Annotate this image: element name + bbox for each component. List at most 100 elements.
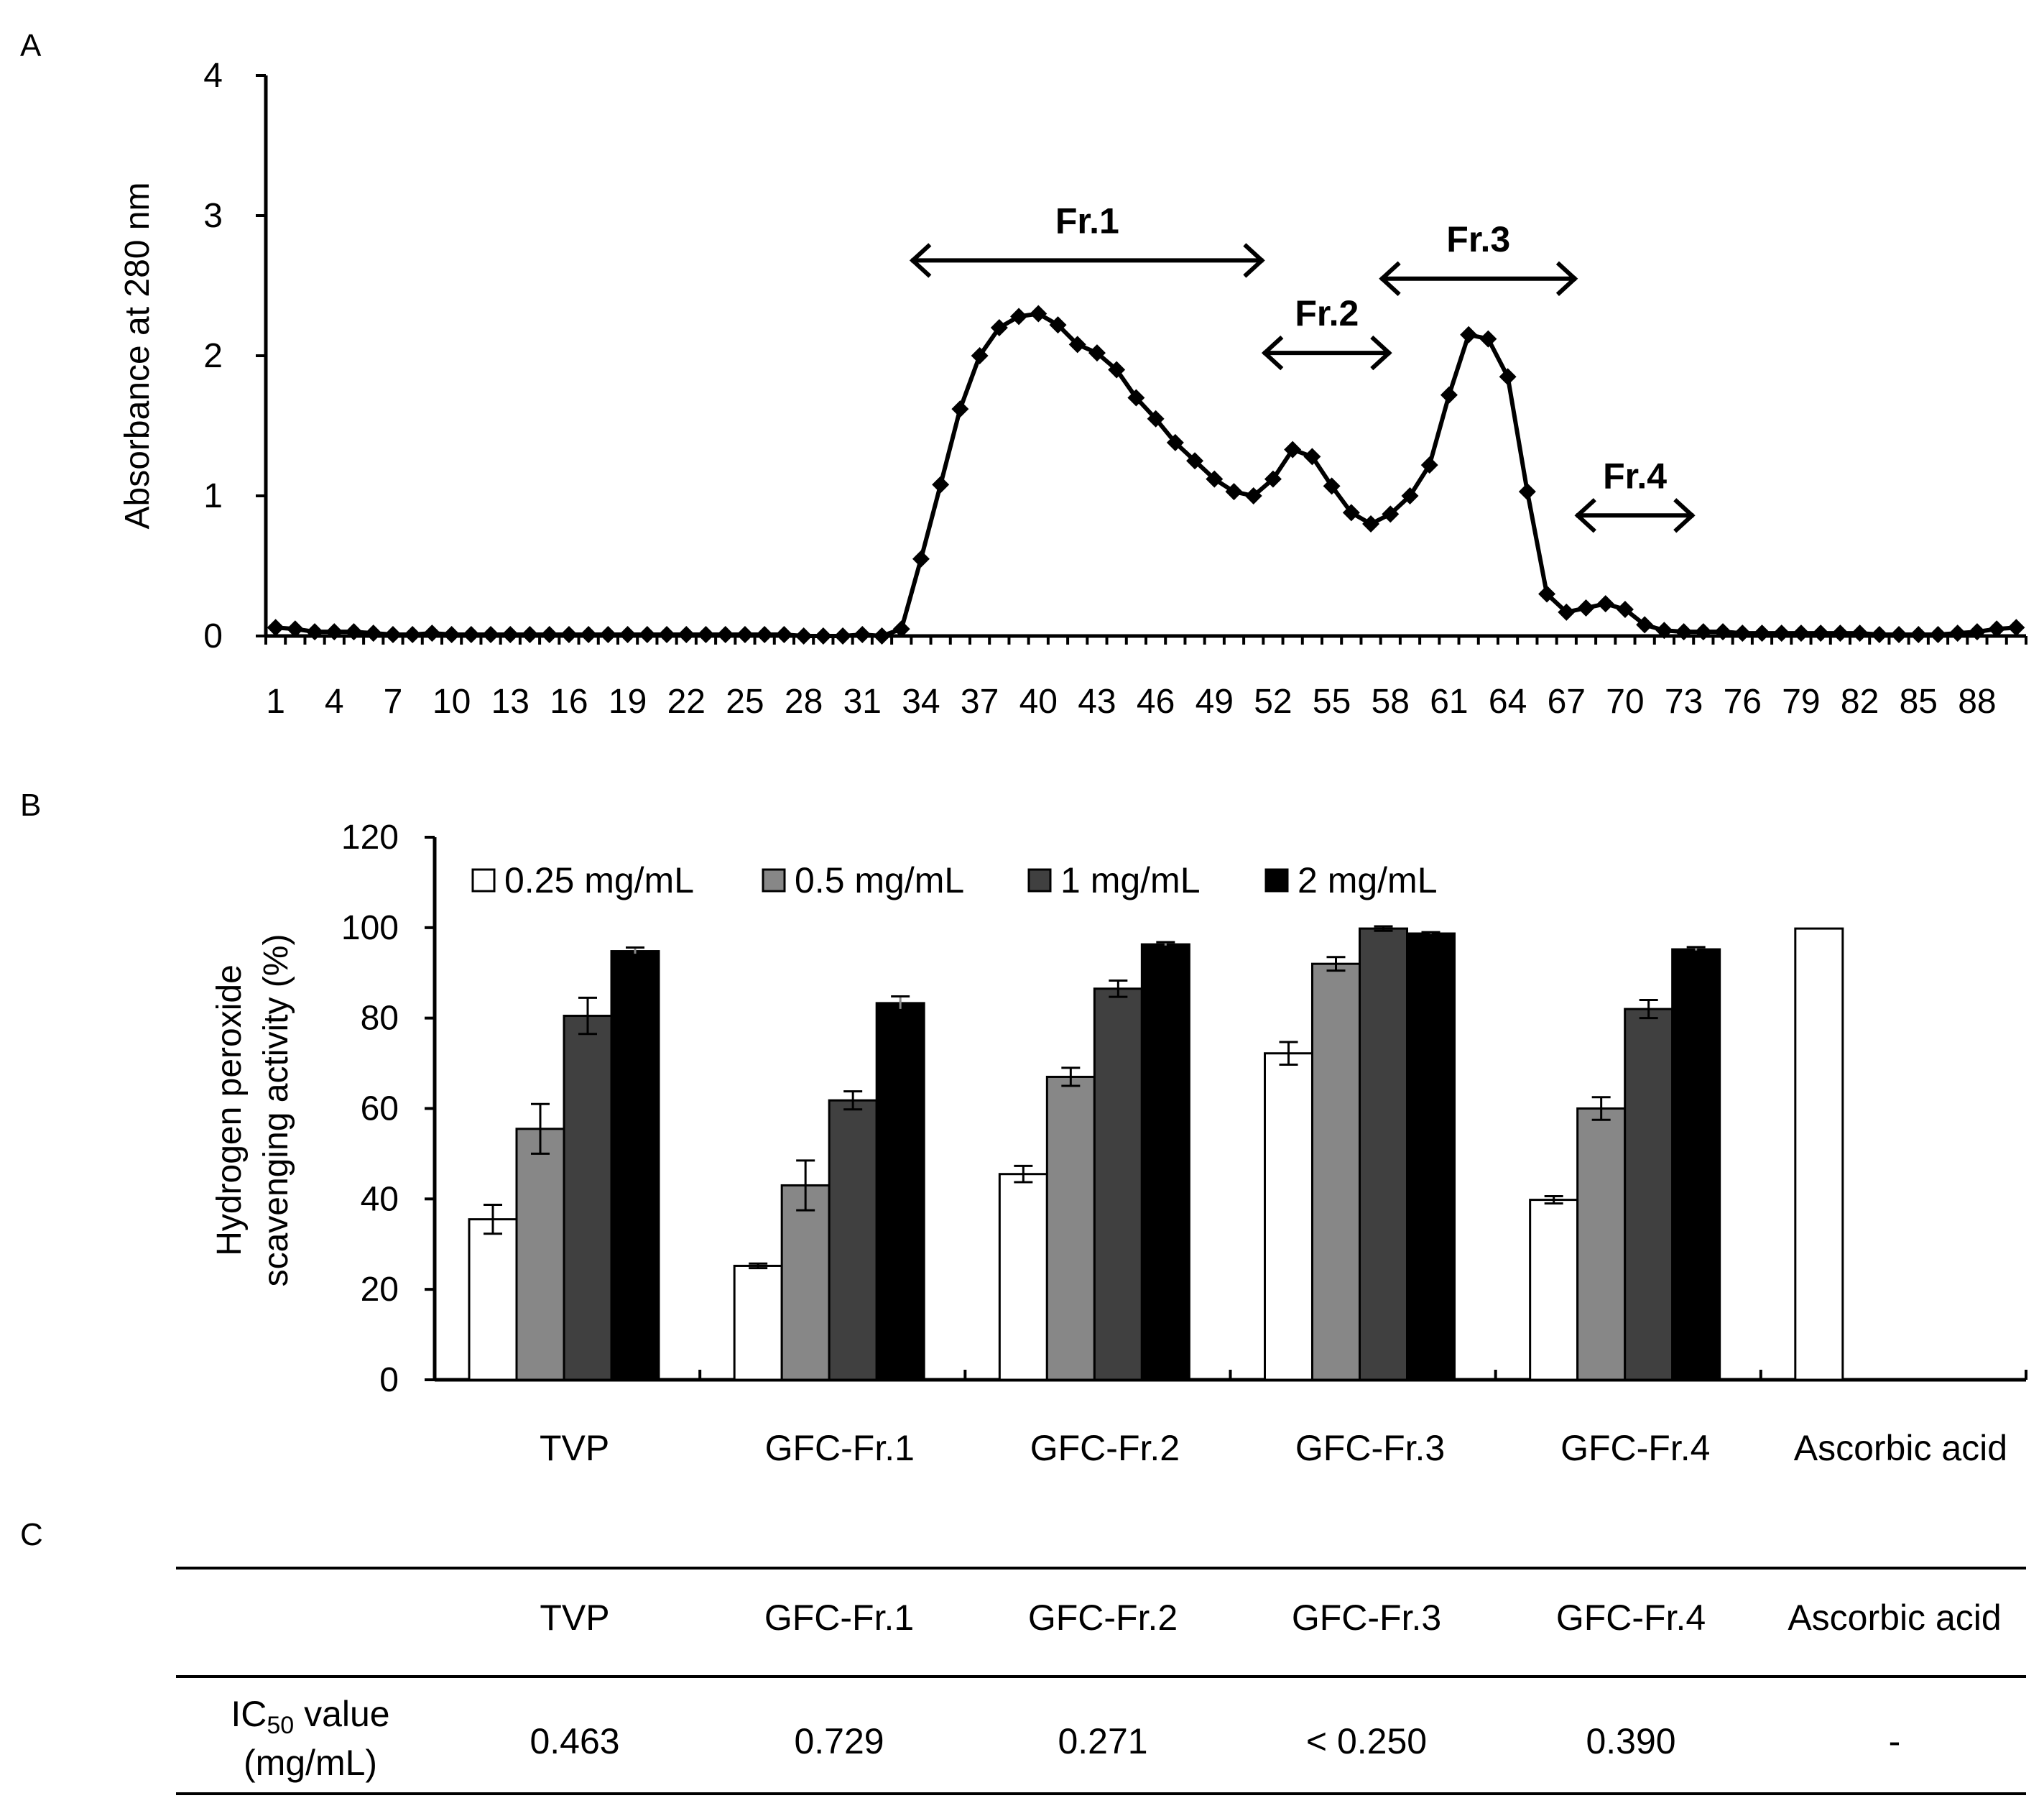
- column-header: GFC-Fr.4: [1556, 1598, 1706, 1638]
- x-tick-label: 16: [550, 683, 588, 721]
- x-tick-label: 10: [433, 683, 471, 721]
- legend-label: 2 mg/mL: [1298, 860, 1438, 900]
- series-line: [275, 311, 2017, 638]
- bar: [875, 1002, 925, 1381]
- data-point: [1323, 477, 1341, 495]
- data-point: [1068, 336, 1086, 354]
- bar: [1093, 987, 1143, 1381]
- ic50-table: TVP GFC-Fr.1 GFC-Fr.2 GFC-Fr.3 GFC-Fr.4 Ascor…: [176, 1567, 2026, 1795]
- fraction-label: Fr.2: [1295, 293, 1359, 333]
- fraction-annotation: Fr.3: [1379, 219, 1578, 296]
- fraction-annotation: Fr.4: [1574, 456, 1696, 533]
- x-tick-label: 58: [1372, 683, 1410, 721]
- arrow-head-left: [1574, 498, 1596, 533]
- arrow-head-left: [909, 243, 932, 278]
- x-tick-label: 61: [1430, 683, 1468, 721]
- x-tick-label: 67: [1548, 683, 1586, 721]
- arrow-head-right: [1243, 243, 1265, 278]
- x-tick-label: 40: [1019, 683, 1058, 721]
- legend-label: 0.5 mg/mL: [795, 860, 964, 900]
- data-point: [971, 347, 989, 364]
- data-point: [443, 626, 461, 644]
- x-tick-label: 88: [1958, 683, 1996, 721]
- data-point: [1264, 470, 1282, 488]
- data-point: [814, 627, 832, 645]
- data-point: [1714, 623, 1732, 641]
- x-tick-label: 37: [961, 683, 999, 721]
- ic50-value: 0.463: [530, 1721, 619, 1761]
- data-point: [834, 627, 852, 645]
- data-point: [540, 626, 558, 644]
- bar: [563, 1015, 613, 1381]
- data-point: [404, 626, 422, 644]
- category-label: GFC-Fr.2: [1030, 1428, 1180, 1468]
- data-point: [736, 626, 754, 644]
- data-point: [2007, 619, 2025, 637]
- y-tick-label: 40: [361, 1180, 399, 1218]
- data-point: [482, 626, 500, 644]
- x-tick-label: 79: [1782, 683, 1820, 721]
- data-point: [1596, 595, 1614, 613]
- bar: [1624, 1008, 1674, 1381]
- x-tick-label: 85: [1900, 683, 1938, 721]
- data-point: [1518, 483, 1536, 501]
- data-point: [873, 627, 891, 645]
- bar: [1794, 927, 1844, 1381]
- data-point: [1890, 626, 1908, 644]
- data-point: [462, 626, 480, 644]
- x-tick-label: 1: [266, 683, 285, 721]
- column-header: Ascorbic acid: [1788, 1598, 2001, 1638]
- bar: [1359, 927, 1408, 1381]
- x-tick-label: 19: [609, 683, 647, 721]
- x-tick-label: 70: [1606, 683, 1644, 721]
- legend-swatch: [471, 868, 496, 893]
- data-point: [1088, 344, 1106, 362]
- category-label: GFC-Fr.3: [1295, 1428, 1445, 1468]
- data-point: [1558, 603, 1576, 621]
- arrow-head-left: [1261, 335, 1284, 371]
- data-point: [1616, 600, 1634, 618]
- scavenging-bar-chart: 0 20 40 60 80 100 120 Hydrogen peroxide scaven…: [211, 819, 2027, 1468]
- y-axis-title: Absorbance at 280 nm: [119, 183, 157, 530]
- row-label-units: (mg/mL): [244, 1743, 377, 1783]
- bar: [1140, 943, 1190, 1381]
- row-label-ic50: IC50 value: [231, 1694, 389, 1739]
- x-tick-label: 22: [667, 683, 706, 721]
- data-point: [1186, 452, 1204, 470]
- column-header: GFC-Fr.2: [1028, 1598, 1178, 1638]
- data-point: [716, 626, 734, 644]
- data-point: [756, 626, 774, 644]
- x-tick-label: 64: [1489, 683, 1527, 721]
- data-point: [1538, 585, 1556, 603]
- bar: [998, 1173, 1048, 1381]
- data-point: [1049, 316, 1067, 334]
- data-point: [1772, 624, 1790, 642]
- bar: [1576, 1107, 1627, 1381]
- fraction-label: Fr.3: [1446, 219, 1510, 259]
- bar: [515, 1128, 565, 1381]
- bar: [1311, 962, 1361, 1381]
- legend-swatch: [762, 868, 786, 893]
- data-point: [1303, 448, 1321, 466]
- panel-label-a: A: [20, 28, 42, 63]
- data-point: [1734, 624, 1752, 642]
- arrow-head-right: [1370, 335, 1392, 371]
- data-point: [854, 626, 871, 644]
- data-point: [1910, 626, 1928, 644]
- y-tick-label: 1: [203, 477, 223, 515]
- ic50-value: 0.271: [1058, 1721, 1147, 1761]
- data-point: [325, 623, 343, 641]
- category-label: GFC-Fr.1: [765, 1428, 915, 1468]
- y-axis-title-line-1: Hydrogen peroxide: [211, 964, 249, 1256]
- data-point: [697, 626, 715, 644]
- data-point: [1968, 623, 1986, 641]
- data-point: [951, 400, 969, 418]
- data-point: [1108, 361, 1126, 379]
- data-point: [1225, 483, 1243, 501]
- y-tick-label: 100: [341, 909, 399, 947]
- y-tick-label: 0: [203, 617, 223, 655]
- data-point: [560, 626, 578, 644]
- data-point: [795, 627, 813, 645]
- data-point: [1460, 326, 1478, 344]
